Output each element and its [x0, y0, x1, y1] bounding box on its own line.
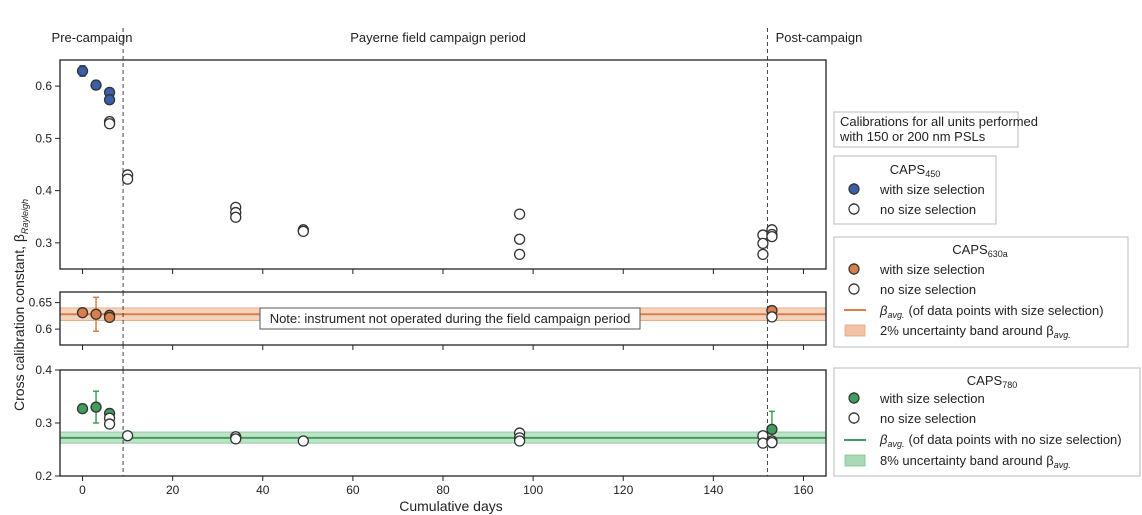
legend-caps450-marker-with	[848, 183, 860, 195]
data-point-no-size-selection	[121, 173, 134, 185]
panel-caps450: 0.3 0.4 0.5 0.6	[35, 28, 827, 292]
legend-caps780-label-avg: βavg. (of data points with no size select…	[879, 432, 1122, 449]
x-tick-label: 80	[436, 483, 450, 497]
period-label-pre: Pre-campaign	[52, 30, 133, 45]
legend-caps630-band-swatch	[844, 324, 866, 337]
legend-caps780-marker-with	[848, 392, 860, 404]
legend-caps450-marker-without	[848, 203, 860, 215]
legend-caps630: CAPS630a with size selection no size sel…	[833, 236, 1129, 348]
y-tick-label: 0.65	[29, 296, 53, 310]
data-point-with-size-selection	[103, 311, 116, 324]
x-tick-label: 40	[256, 483, 270, 497]
data-point-no-size-selection	[297, 225, 309, 238]
legend-caps630-label-avg: βavg. (of data points with size selection…	[879, 303, 1104, 320]
psl-note-box: Calibrations for all units performed wit…	[833, 111, 1038, 148]
period-label-field: Payerne field campaign period	[350, 30, 526, 45]
data-point-no-size-selection	[513, 208, 526, 220]
y-tick-label: 0.2	[35, 469, 52, 483]
legend-caps780-marker-without	[848, 412, 860, 424]
x-axis-label: Cumulative days	[399, 498, 503, 514]
x-tick-label: 60	[346, 483, 360, 497]
legend-caps630-label-without: no size selection	[880, 282, 976, 297]
legend-caps780-band-swatch	[844, 454, 866, 467]
x-tick-label: 120	[613, 483, 633, 497]
y-tick-label: 0.4	[35, 363, 52, 377]
data-point-with-size-selection	[766, 423, 778, 436]
data-point-no-size-selection	[103, 118, 116, 130]
data-point-with-size-selection	[103, 94, 116, 106]
data-point-with-size-selection	[90, 308, 102, 320]
data-point-with-size-selection	[76, 403, 89, 415]
x-tick-label: 100	[523, 483, 543, 497]
y-tick-label: 0.4	[35, 184, 52, 198]
data-point-no-size-selection	[513, 233, 526, 245]
legend-caps630-title: CAPS630a	[952, 242, 1007, 259]
y-axis-label: Cross calibration constant, βRayleigh	[11, 199, 30, 411]
legend-caps450-title: CAPS450	[890, 162, 940, 179]
x-tick-label: 140	[703, 483, 723, 497]
legend-caps780: CAPS780 with size selection no size sele…	[833, 367, 1141, 477]
x-tick-label: 0	[79, 483, 86, 497]
legend-caps780-label-band: 8% uncertainty band around βavg.	[880, 453, 1071, 470]
legend-caps450-label-without: no size selection	[880, 202, 976, 217]
data-point-no-size-selection	[230, 211, 242, 223]
x-tick-label: 160	[793, 483, 813, 497]
data-point-with-size-selection	[76, 307, 89, 319]
legend-caps450-label-with: with size selection	[879, 182, 985, 197]
legend-caps630-marker-with	[848, 263, 860, 275]
legend-caps780-label-without: no size selection	[880, 411, 976, 426]
data-point-no-size-selection	[757, 237, 769, 250]
data-point-no-size-selection	[757, 248, 769, 261]
legend-caps630-label-with: with size selection	[879, 262, 985, 277]
y-tick-label: 0.6	[35, 79, 52, 93]
x-tick-label: 20	[166, 483, 180, 497]
y-tick-label: 0.6	[35, 322, 52, 336]
data-point-no-size-selection	[766, 230, 778, 243]
data-point-with-size-selection	[90, 401, 102, 413]
legend-caps780-label-with: with size selection	[879, 391, 985, 406]
data-point-no-size-selection	[230, 433, 242, 445]
data-point-no-size-selection	[513, 435, 526, 447]
data-point-no-size-selection	[103, 418, 116, 430]
note-box: Note: instrument not operated during the…	[259, 307, 641, 330]
legend-caps450: CAPS450 with size selection no size sele…	[833, 155, 997, 225]
y-tick-label: 0.3	[35, 236, 52, 250]
panel-frame	[59, 369, 827, 477]
legend-caps630-label-band: 2% uncertainty band around βavg.	[880, 323, 1071, 340]
data-point-no-size-selection	[297, 435, 309, 447]
panel-caps630a: 0.6 0.65	[29, 291, 827, 370]
data-point-no-size-selection	[766, 436, 778, 449]
y-tick-label: 0.5	[35, 131, 52, 145]
data-point-no-size-selection	[121, 430, 134, 442]
legend-caps630-marker-without	[848, 283, 860, 295]
panel-caps780: 0.2 0.3 0.4 0 20 40 60 80 100 120 140 160	[35, 363, 827, 497]
period-label-post: Post-campaign	[776, 30, 863, 45]
panels: 0.3 0.4 0.5 0.6 0.6 0.65 0.2 0.3 0.4 0 20 40 60 80 100…	[29, 28, 827, 497]
note-text: Note: instrument not operated during the…	[270, 311, 631, 326]
panel-frame	[59, 59, 827, 270]
data-point-no-size-selection	[513, 248, 526, 261]
legend-caps780-title: CAPS780	[967, 373, 1017, 390]
data-point-with-size-selection	[76, 65, 89, 77]
data-point-with-size-selection	[90, 79, 102, 91]
y-tick-label: 0.3	[35, 416, 52, 430]
psl-note-line-2: with 150 or 200 nm PSLs	[839, 129, 986, 144]
data-point-no-size-selection	[766, 311, 778, 323]
psl-note-line-1: Calibrations for all units performed	[840, 114, 1038, 129]
